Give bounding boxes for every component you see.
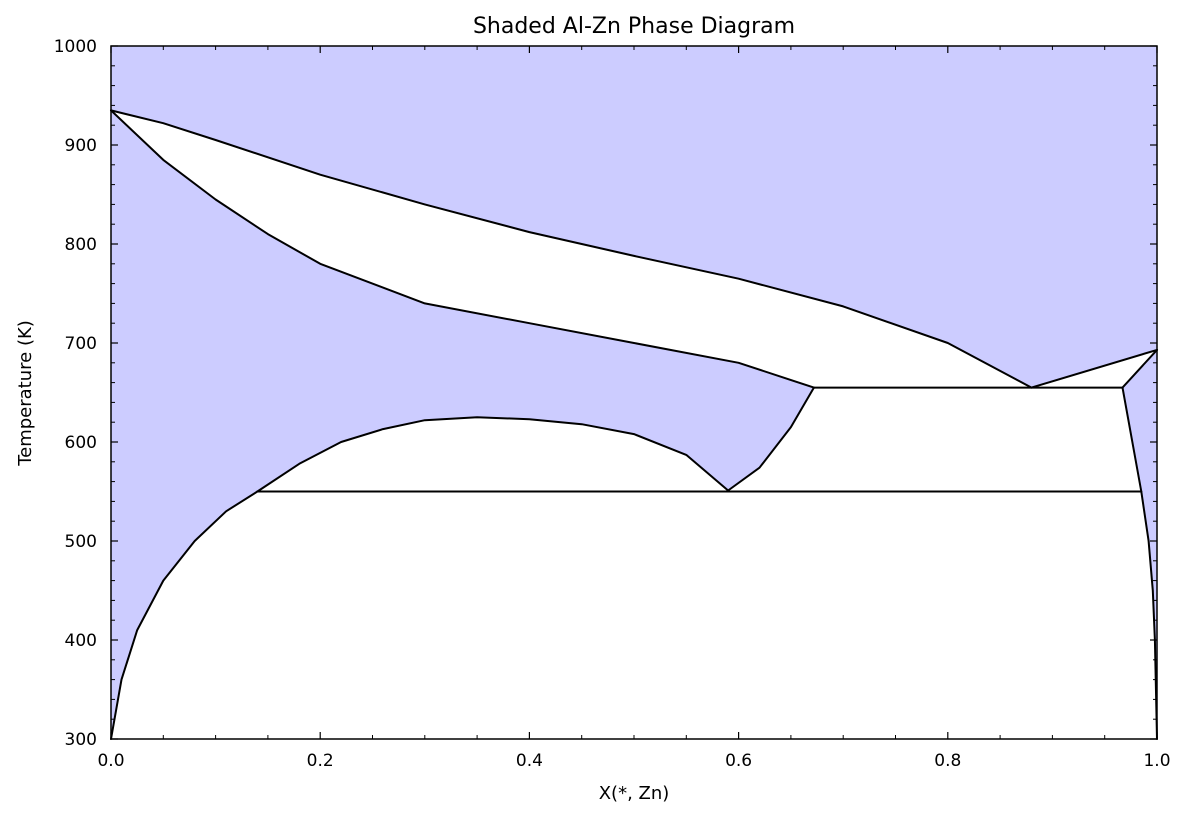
y-tick-label: 500 bbox=[65, 532, 97, 552]
x-tick-label: 0.2 bbox=[307, 751, 334, 771]
y-axis-label: Temperature (K) bbox=[15, 320, 36, 467]
boundary-solidus-right bbox=[1121, 348, 1158, 389]
boundary-liquidus bbox=[110, 109, 1033, 389]
boundary-al-solvus bbox=[110, 490, 259, 740]
x-tick-label: 1.0 bbox=[1143, 751, 1170, 771]
y-tick-label: 900 bbox=[65, 136, 97, 156]
boundary-solidus bbox=[110, 109, 815, 389]
boundary-hcp-solvus bbox=[1121, 386, 1158, 740]
y-tick-label: 600 bbox=[65, 433, 97, 453]
y-tick-label: 700 bbox=[65, 334, 97, 354]
y-tick-label: 1000 bbox=[54, 37, 97, 57]
y-tick-labels: 300 400 500 600 700 800 900 1000 bbox=[54, 37, 97, 750]
x-tick-label: 0.4 bbox=[516, 751, 543, 771]
y-tick-label: 400 bbox=[65, 631, 97, 651]
y-tick-label: 800 bbox=[65, 235, 97, 255]
axis-ticks bbox=[110, 45, 1158, 740]
boundary-miscibility-gap-dome bbox=[256, 416, 730, 493]
x-axis-label: X(*, Zn) bbox=[599, 783, 670, 804]
boundary-fcc-solvus bbox=[727, 386, 815, 492]
x-tick-labels: 0.0 0.2 0.4 0.6 0.8 1.0 bbox=[97, 751, 1170, 771]
x-tick-label: 0.8 bbox=[934, 751, 961, 771]
phase-boundaries bbox=[110, 109, 1158, 740]
x-tick-label: 0.0 bbox=[97, 751, 124, 771]
region-low-temperature-two-phase bbox=[110, 491, 1158, 740]
chart-title: Shaded Al-Zn Phase Diagram bbox=[473, 14, 795, 39]
boundary-liquidus-right bbox=[1030, 348, 1158, 389]
y-tick-label: 300 bbox=[65, 730, 97, 750]
x-tick-label: 0.6 bbox=[725, 751, 752, 771]
